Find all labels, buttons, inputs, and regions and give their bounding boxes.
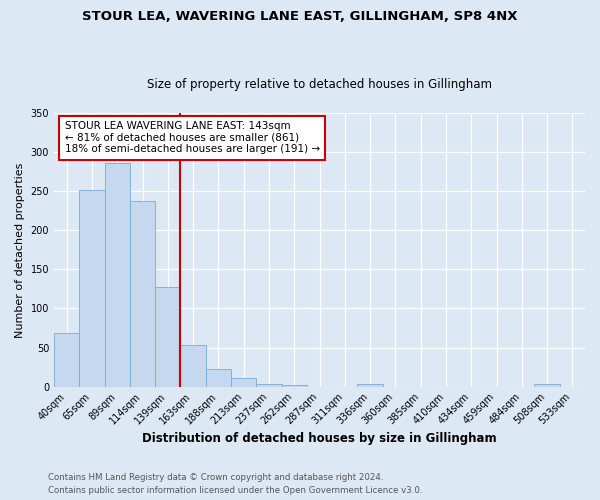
Bar	[181, 345, 206, 387]
Bar	[281, 385, 307, 386]
Bar	[104, 163, 130, 386]
Bar	[256, 384, 281, 386]
Bar	[206, 370, 231, 386]
Text: STOUR LEA, WAVERING LANE EAST, GILLINGHAM, SP8 4NX: STOUR LEA, WAVERING LANE EAST, GILLINGHA…	[82, 10, 518, 23]
Bar	[535, 384, 560, 386]
X-axis label: Distribution of detached houses by size in Gillingham: Distribution of detached houses by size …	[142, 432, 497, 445]
Text: Contains HM Land Registry data © Crown copyright and database right 2024.
Contai: Contains HM Land Registry data © Crown c…	[48, 474, 422, 495]
Bar	[79, 190, 104, 386]
Bar	[130, 202, 155, 386]
Title: Size of property relative to detached houses in Gillingham: Size of property relative to detached ho…	[147, 78, 492, 91]
Bar	[54, 334, 79, 386]
Bar	[231, 378, 256, 386]
Bar	[358, 384, 383, 386]
Bar	[155, 288, 181, 386]
Y-axis label: Number of detached properties: Number of detached properties	[15, 162, 25, 338]
Text: STOUR LEA WAVERING LANE EAST: 143sqm
← 81% of detached houses are smaller (861)
: STOUR LEA WAVERING LANE EAST: 143sqm ← 8…	[65, 121, 320, 154]
